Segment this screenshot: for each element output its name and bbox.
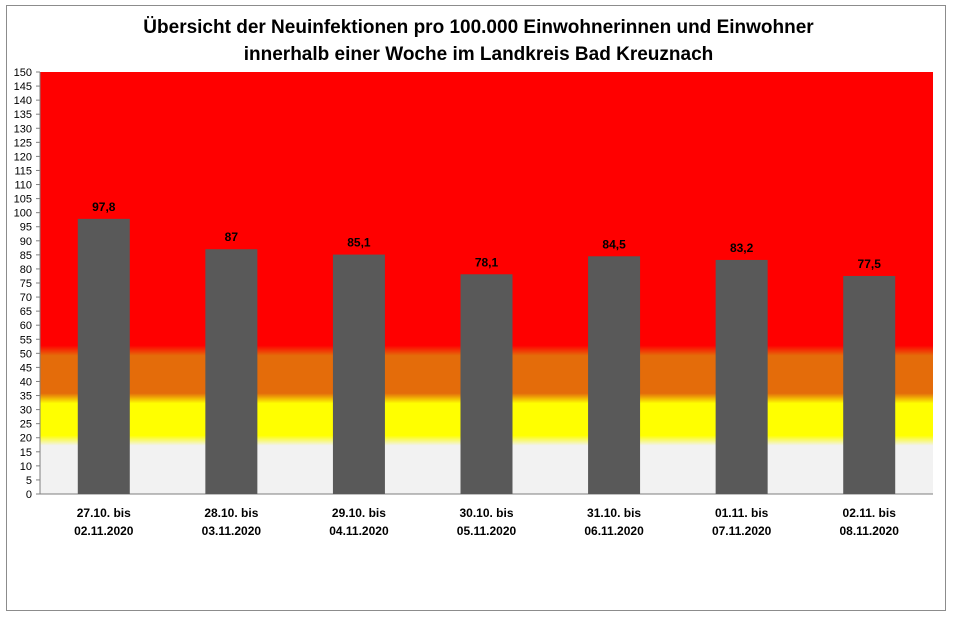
y-tick-label: 140 [14,95,32,107]
y-tick-label: 145 [14,81,32,93]
data-label: 84,5 [602,237,626,251]
category-label: 02.11. bis [843,506,897,520]
data-label: 77,5 [858,257,882,271]
y-tick-label: 35 [20,391,32,403]
y-tick-label: 60 [20,320,32,332]
bar [843,275,896,494]
data-label: 87 [225,230,239,244]
y-tick-label: 95 [20,222,32,234]
y-tick-label: 120 [14,151,32,163]
bar [77,218,130,494]
y-axis: 0 5 10 15 20 25 30 35 40 45 50 55 60 65 70 75 80 85 90 95 10… [14,67,933,501]
category-label: 27.10. bis [77,506,131,520]
bar [715,259,768,494]
category-label: 08.11.2020 [840,524,900,538]
y-tick-label: 135 [14,109,32,121]
y-tick-label: 100 [14,208,32,220]
y-tick-label: 30 [20,405,32,417]
bar [460,274,513,494]
y-tick-label: 55 [20,334,32,346]
y-tick-label: 125 [14,137,32,149]
y-tick-label: 45 [20,362,32,374]
y-tick-label: 50 [20,348,32,360]
x-axis-labels: 27.10. bis 02.11.2020 28.10. bis 03.11.2020… [74,506,899,538]
y-tick-label: 90 [20,236,32,248]
category-label: 28.10. bis [204,506,258,520]
category-label: 04.11.2020 [329,524,389,538]
data-label: 83,2 [730,241,754,255]
y-tick-label: 130 [14,123,32,135]
chart-title-line-2: innerhalb einer Woche im Landkreis Bad K… [243,44,714,65]
y-tick-label: 5 [26,475,32,487]
category-label: 30.10. bis [459,506,513,520]
y-tick-label: 150 [14,67,32,79]
data-label: 97,8 [92,200,116,214]
data-label: 85,1 [347,236,371,250]
bar [332,254,385,494]
y-tick-label: 85 [20,250,32,262]
bars [77,218,896,494]
chart-title: Übersicht der Neuinfektionen pro 100.000… [0,14,957,68]
y-tick-label: 80 [20,264,32,276]
y-tick-label: 0 [26,489,32,501]
chart-title-line-1: Übersicht der Neuinfektionen pro 100.000… [143,17,814,38]
y-tick-label: 20 [20,433,32,445]
category-label: 03.11.2020 [202,524,262,538]
category-label: 07.11.2020 [712,524,772,538]
category-label: 31.10. bis [587,506,641,520]
data-label: 78,1 [475,255,499,269]
category-label: 06.11.2020 [584,524,644,538]
y-tick-label: 110 [14,180,32,192]
y-tick-label: 75 [20,278,32,290]
category-label: 05.11.2020 [457,524,517,538]
y-tick-label: 25 [20,419,32,431]
category-label: 01.11. bis [715,506,769,520]
y-tick-label: 105 [14,194,32,206]
y-tick-label: 70 [20,292,32,304]
y-tick-label: 15 [20,447,32,459]
category-label: 02.11.2020 [74,524,134,538]
y-tick-label: 10 [20,461,32,473]
category-label: 29.10. bis [332,506,386,520]
data-labels: 97,8 87 85,1 78,1 84,5 83,2 77,5 [92,200,881,271]
bar [588,256,641,494]
bar [205,249,258,494]
y-tick-label: 40 [20,376,32,388]
y-tick-label: 65 [20,306,32,318]
y-tick-label: 115 [14,165,32,177]
